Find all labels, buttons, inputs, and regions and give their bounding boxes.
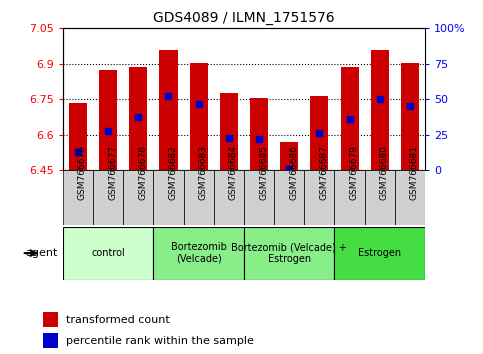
Text: GSM766676: GSM766676 [78, 145, 87, 200]
Bar [220, 93, 238, 170]
Text: Estrogen: Estrogen [358, 248, 401, 258]
Text: GSM766678: GSM766678 [138, 145, 147, 200]
Bar [69, 103, 87, 170]
Point [134, 114, 142, 120]
Text: GSM766686: GSM766686 [289, 145, 298, 200]
Text: GSM766687: GSM766687 [319, 145, 328, 200]
Text: GSM766682: GSM766682 [169, 145, 177, 200]
Bar [129, 67, 147, 170]
Bar [371, 50, 389, 170]
Bar [154, 170, 184, 225]
Bar [93, 170, 123, 225]
Bar [244, 170, 274, 225]
Text: GSM766685: GSM766685 [259, 145, 268, 200]
Point [406, 103, 414, 109]
Text: GSM766683: GSM766683 [199, 145, 208, 200]
Point [346, 116, 354, 122]
Bar [280, 142, 298, 170]
Bar [341, 67, 358, 170]
Point [104, 128, 112, 134]
Bar [365, 170, 395, 225]
Point [195, 101, 202, 107]
Text: control: control [91, 248, 125, 258]
Title: GDS4089 / ILMN_1751576: GDS4089 / ILMN_1751576 [153, 11, 335, 24]
Bar [159, 50, 178, 170]
Text: GSM766684: GSM766684 [229, 145, 238, 200]
Point [165, 93, 172, 98]
Point [225, 135, 233, 141]
Bar [311, 96, 328, 170]
Bar [99, 70, 117, 170]
Bar [154, 227, 244, 280]
Bar [123, 170, 154, 225]
Point [74, 149, 82, 155]
Bar [184, 170, 213, 225]
Bar [334, 170, 365, 225]
Point [255, 136, 263, 142]
Point [376, 96, 384, 102]
Bar [244, 227, 334, 280]
Text: Bortezomib
(Velcade): Bortezomib (Velcade) [170, 242, 227, 264]
Point [315, 131, 323, 136]
Text: Bortezomib (Velcade) +
Estrogen: Bortezomib (Velcade) + Estrogen [231, 242, 347, 264]
Bar [274, 170, 304, 225]
Text: GSM766680: GSM766680 [380, 145, 389, 200]
Text: percentile rank within the sample: percentile rank within the sample [66, 336, 254, 346]
Bar [63, 170, 93, 225]
Bar [395, 170, 425, 225]
Bar [43, 333, 58, 348]
Bar [304, 170, 334, 225]
Text: GSM766677: GSM766677 [108, 145, 117, 200]
Text: GSM766681: GSM766681 [410, 145, 419, 200]
Bar [401, 63, 419, 170]
Bar [213, 170, 244, 225]
Bar [334, 227, 425, 280]
Text: transformed count: transformed count [66, 315, 170, 325]
Text: agent: agent [26, 248, 58, 258]
Bar [43, 312, 58, 327]
Bar [189, 63, 208, 170]
Text: GSM766679: GSM766679 [350, 145, 358, 200]
Bar [63, 227, 154, 280]
Bar [250, 98, 268, 170]
Point [285, 166, 293, 172]
